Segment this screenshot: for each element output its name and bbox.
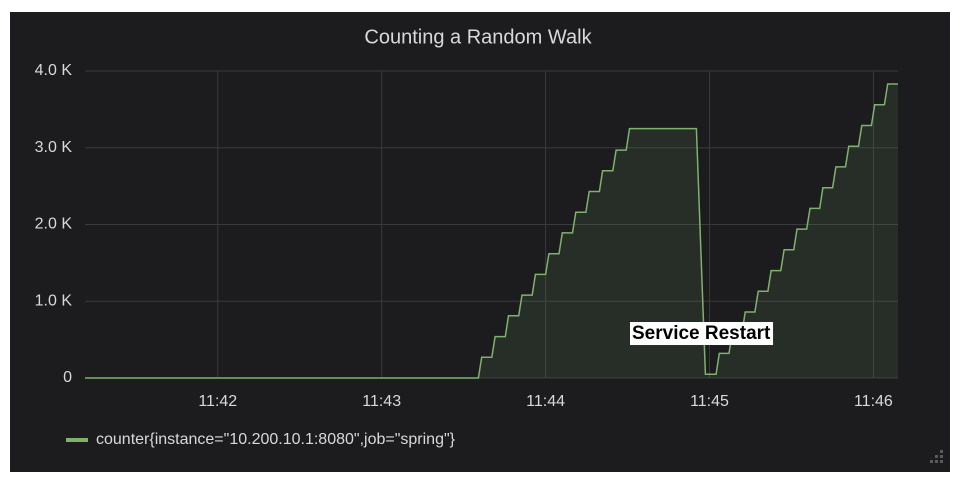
- line: [85, 83, 898, 379]
- y-tick-label: 4.0 K: [35, 62, 73, 79]
- y-tick-label: 2.0 K: [35, 216, 73, 233]
- chart-title: Counting a Random Walk: [364, 26, 592, 48]
- annotation: Service Restart: [632, 323, 771, 344]
- y-tick-label: 0: [63, 369, 72, 386]
- resize-handle[interactable]: [930, 450, 943, 463]
- legend-label: counter{instance="10.200.10.1:8080",job=…: [96, 431, 456, 448]
- x-tick-label: 11:46: [854, 393, 893, 410]
- x-tick-label: 11:42: [198, 393, 237, 410]
- area: [85, 84, 898, 378]
- y-tick-label: 1.0 K: [35, 292, 73, 309]
- y-tick-label: 3.0 K: [35, 139, 73, 156]
- x-tick-label: 11:44: [526, 393, 565, 410]
- x-tick-label: 11:45: [690, 393, 729, 410]
- x-tick-label: 11:43: [362, 393, 401, 410]
- panel: [10, 12, 950, 472]
- annotation-box: [630, 322, 774, 346]
